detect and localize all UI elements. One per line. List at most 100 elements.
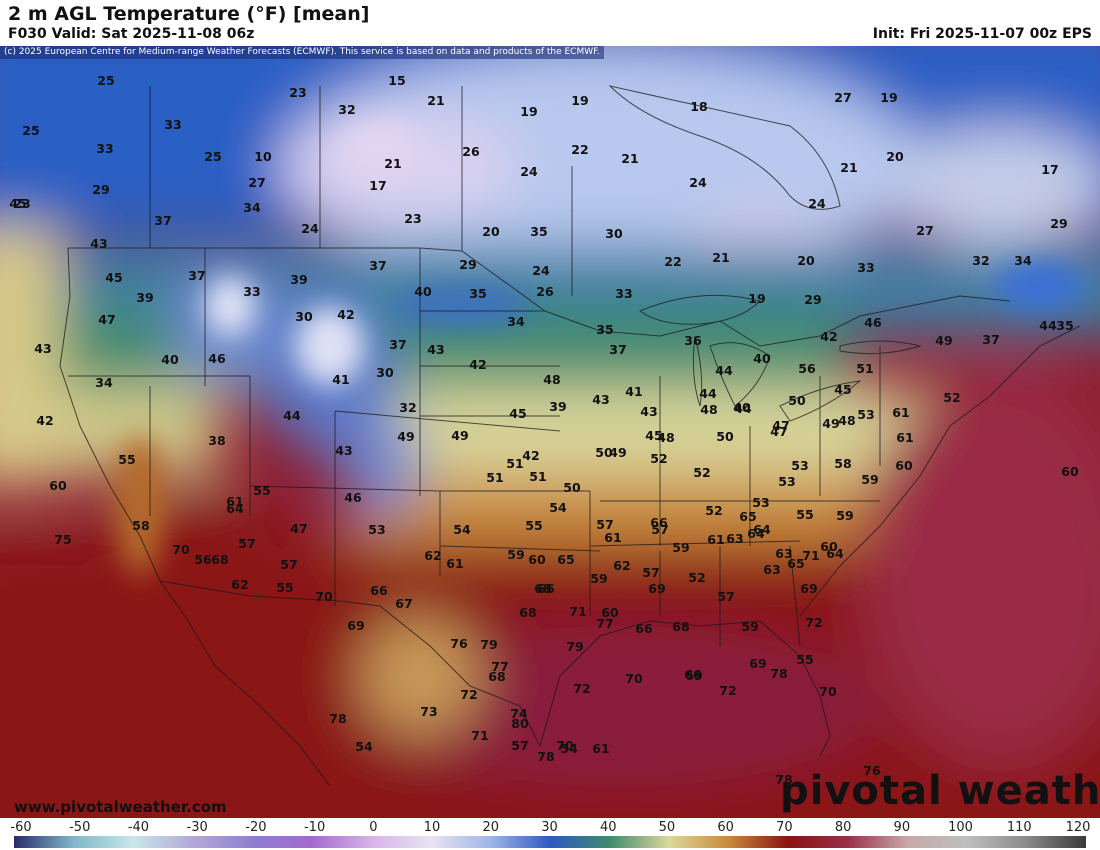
colorbar-tick-label: 110 — [1006, 820, 1032, 835]
temperature-label: 42 — [820, 328, 838, 344]
temperature-label: 64 — [826, 545, 844, 561]
temperature-label: 27 — [916, 222, 934, 238]
temperature-label: 66 — [370, 582, 388, 598]
temperature-label: 21 — [384, 155, 402, 171]
temperature-label: 52 — [688, 569, 706, 585]
temperature-label: 49 — [397, 428, 415, 444]
temperature-label: 19 — [571, 92, 589, 108]
colorbar-tick-label: 120 — [1065, 820, 1091, 835]
temperature-label: 42 — [36, 412, 54, 428]
temperature-label: 51 — [529, 468, 547, 484]
temperature-label: 45 — [105, 269, 123, 285]
temperature-label: 45 — [645, 427, 663, 443]
temperature-label: 37 — [982, 331, 1000, 347]
temperature-label: 64 — [753, 521, 771, 537]
temperature-label: 57 — [511, 737, 529, 753]
temperature-label: 52 — [650, 450, 668, 466]
temperature-label: 38 — [208, 432, 226, 448]
colorbar-tick-label: 100 — [948, 820, 973, 835]
temperature-label: 68 — [488, 668, 506, 684]
temperature-label: 32 — [972, 252, 990, 268]
temperature-label: 67 — [395, 595, 413, 611]
temperature-label: 27 — [248, 174, 266, 190]
colorbar-tick-label: 50 — [658, 820, 676, 835]
temperature-label: 53 — [778, 473, 796, 489]
temperature-label: 61 — [604, 529, 622, 545]
temperature-label: 46 — [864, 314, 882, 330]
temperature-label: 78 — [537, 748, 555, 764]
temperature-label: 33 — [857, 259, 875, 275]
temperature-label: 22 — [664, 253, 682, 269]
temperature-label: 26 — [536, 283, 554, 299]
temperature-label: 45 — [834, 381, 852, 397]
temperature-label: 23 — [13, 195, 31, 211]
colorbar-labels: -60 -50 -40 -30 -20 -10 0 10 20 30 40 50 60 70 80 90 100… — [0, 818, 1100, 836]
temperature-label: 55 — [796, 651, 814, 667]
temperature-label: 34 — [243, 199, 261, 215]
temperature-label: 41 — [625, 383, 643, 399]
temperature-label: 76 — [863, 762, 881, 778]
temperature-label: 78 — [770, 665, 788, 681]
temperature-label: 71 — [569, 603, 587, 619]
temperature-label: 39 — [136, 289, 154, 305]
temperature-label: 53 — [752, 494, 770, 510]
temperature-label: 54 — [453, 521, 471, 537]
temperature-label: 69 — [685, 667, 703, 683]
temperature-label: 44 — [699, 385, 717, 401]
temperature-label: 37 — [609, 341, 627, 357]
temperature-label: 21 — [427, 92, 445, 108]
temperature-label: 35 — [530, 223, 548, 239]
temperature-label: 55 — [525, 517, 543, 533]
temperature-label: 54 — [355, 738, 373, 754]
website-url[interactable]: www.pivotalweather.com — [14, 798, 227, 816]
temperature-label: 24 — [520, 163, 538, 179]
temperature-label: 47 — [98, 311, 116, 327]
temperature-label: 77 — [491, 658, 509, 674]
temperature-label: 69 — [648, 580, 666, 596]
colorbar-tick-label: -10 — [303, 820, 326, 835]
temperature-label: 63 — [775, 545, 793, 561]
temperature-label: 51 — [856, 360, 874, 376]
temperature-label: 32 — [338, 101, 356, 117]
colorbar-tick-label: 20 — [482, 820, 500, 835]
temperature-label: 63 — [763, 561, 781, 577]
temperature-label: 65 — [787, 555, 805, 571]
temperature-label: 40 — [414, 283, 432, 299]
temperature-label: 61 — [896, 429, 914, 445]
temperature-label: 44 — [283, 407, 301, 423]
temperature-label: 29 — [804, 291, 822, 307]
pivotal-weather-logo: pivotal weather — [780, 768, 1100, 814]
temperature-label: 29 — [459, 256, 477, 272]
temperature-label: 69 — [347, 617, 365, 633]
temperature-label: 33 — [164, 116, 182, 132]
valid-time: F030 Valid: Sat 2025-11-08 06z — [8, 26, 255, 42]
temperature-label: 50 — [716, 428, 734, 444]
temperature-label: 50 — [595, 444, 613, 460]
temperature-label: 61 — [226, 493, 244, 509]
temperature-label: 40 — [753, 350, 771, 366]
temperature-label: 60 — [49, 477, 67, 493]
temperature-label: 53 — [857, 406, 875, 422]
temperature-label: 55 — [276, 579, 294, 595]
colorbar-tick-label: 90 — [893, 820, 911, 835]
temperature-label: 55 — [796, 506, 814, 522]
temperature-label: 23 — [289, 84, 307, 100]
temperature-label: 55 — [118, 451, 136, 467]
temperature-label: 40 — [733, 399, 751, 415]
temperature-label: 46 — [344, 489, 362, 505]
temperature-label: 66 — [684, 666, 702, 682]
temperature-label: 37 — [154, 212, 172, 228]
temperature-label: 49 — [935, 332, 953, 348]
temperature-label: 72 — [805, 614, 823, 630]
temperature-label: 34 — [1014, 252, 1032, 268]
temperature-label: 56 — [798, 360, 816, 376]
temperature-label: 44 — [734, 400, 752, 416]
temperature-map[interactable]: (c) 2025 European Centre for Medium-rang… — [0, 46, 1100, 818]
temperature-label: 60 — [820, 538, 838, 554]
temperature-label: 68 — [534, 580, 552, 596]
temperature-label: 45 — [9, 195, 27, 211]
temperature-label: 42 — [337, 306, 355, 322]
temperature-label: 51 — [506, 455, 524, 471]
temperature-label: 10 — [254, 148, 272, 164]
temperature-label: 70 — [315, 588, 333, 604]
